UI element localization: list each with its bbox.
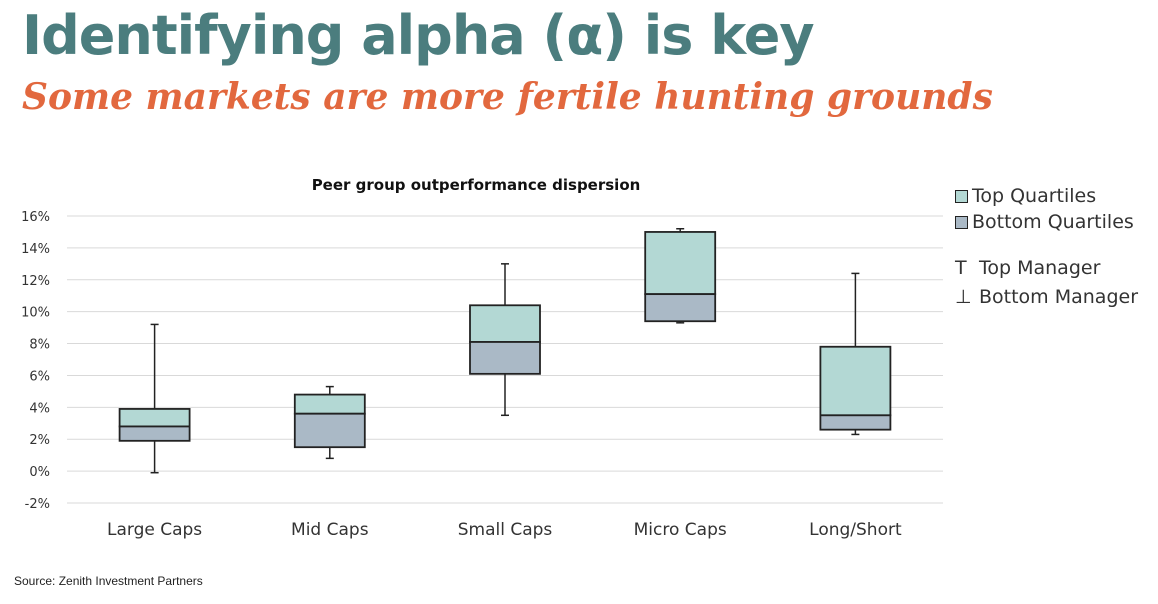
top-quartile-swatch-icon bbox=[955, 189, 968, 203]
legend-bottom-quartiles: Bottom Quartiles bbox=[955, 211, 1134, 233]
box-chart: Peer group outperformance dispersion -2%… bbox=[21, 176, 943, 540]
top-quartile-box bbox=[644, 231, 717, 296]
legend-top-quartiles-label: Top Quartiles bbox=[972, 185, 1097, 207]
y-tick-label: 0% bbox=[29, 465, 50, 480]
bottom-manager-icon: ⊥ bbox=[955, 286, 972, 308]
page-subtitle: Some markets are more fertile hunting gr… bbox=[22, 76, 993, 118]
bottom-quartile-swatch-icon bbox=[955, 215, 968, 229]
bottom-quartile-box bbox=[293, 412, 366, 449]
x-category-label: Large Caps bbox=[107, 520, 202, 540]
top-quartile-box bbox=[118, 408, 191, 428]
x-category-label: Mid Caps bbox=[291, 520, 369, 540]
y-tick-label: 14% bbox=[21, 242, 50, 257]
bottom-quartile-box bbox=[644, 293, 717, 323]
bottom-quartile-box bbox=[469, 341, 541, 375]
top-manager-icon: T bbox=[955, 257, 967, 279]
y-tick-label: 2% bbox=[29, 433, 50, 448]
legend-bottom-manager: ⊥ Bottom Manager bbox=[955, 286, 1138, 308]
x-category-label: Micro Caps bbox=[634, 520, 727, 540]
top-quartile-box bbox=[819, 345, 892, 417]
chart-title: Peer group outperformance dispersion bbox=[312, 176, 641, 194]
legend-top-manager: T Top Manager bbox=[955, 257, 1100, 279]
y-tick-label: 12% bbox=[21, 274, 50, 289]
x-category-label: Small Caps bbox=[458, 520, 553, 540]
y-tick-label: 10% bbox=[21, 306, 50, 321]
x-category-label: Long/Short bbox=[809, 520, 902, 540]
bottom-quartile-box bbox=[118, 425, 191, 442]
legend-top-manager-label: Top Manager bbox=[979, 257, 1101, 279]
legend-bottom-quartiles-label: Bottom Quartiles bbox=[972, 211, 1134, 233]
bottom-quartile-box bbox=[819, 414, 892, 431]
legend-bottom-manager-label: Bottom Manager bbox=[979, 286, 1139, 308]
legend-top-quartiles: Top Quartiles bbox=[955, 185, 1096, 207]
source-note: Source: Zenith Investment Partners bbox=[14, 574, 203, 588]
page-title: Identifying alpha (α) is key bbox=[22, 4, 815, 67]
top-quartile-box bbox=[469, 304, 541, 343]
y-tick-label: 8% bbox=[29, 338, 50, 353]
y-tick-label: -2% bbox=[25, 497, 50, 512]
y-tick-label: 6% bbox=[29, 369, 50, 384]
y-tick-label: 16% bbox=[21, 210, 50, 225]
y-tick-label: 4% bbox=[29, 401, 50, 416]
top-quartile-box bbox=[293, 393, 366, 415]
